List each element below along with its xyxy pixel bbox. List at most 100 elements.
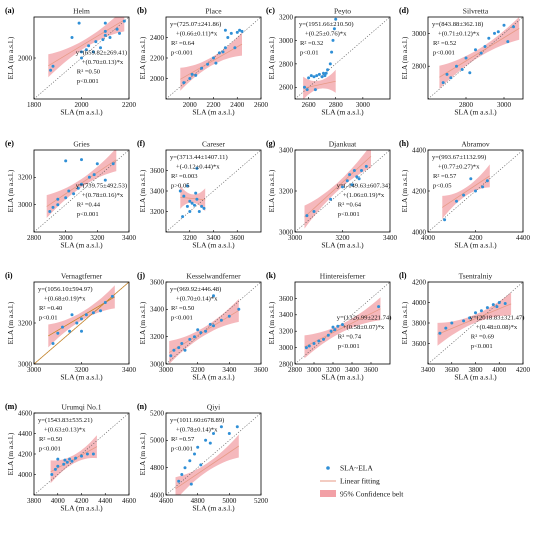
x-tick-label: 3200	[90, 234, 105, 242]
data-point	[178, 189, 182, 193]
y-tick-label: 4800	[150, 464, 165, 472]
data-point	[49, 68, 53, 72]
fit-annotation-line: p<0.05	[433, 183, 452, 190]
data-point	[455, 64, 458, 68]
x-tick-label: 2400	[230, 101, 245, 109]
x-axis-label: SLA (m a.s.l.)	[321, 373, 364, 382]
data-point	[182, 81, 186, 85]
data-point	[101, 38, 105, 42]
x-tick-label: 5000	[222, 497, 237, 505]
x-axis-label: SLA (m a.s.l.)	[454, 373, 497, 382]
x-tick-label: 3600	[445, 366, 460, 374]
data-point	[103, 178, 107, 182]
identity-line	[428, 17, 523, 99]
legend-band-swatch	[320, 490, 336, 497]
fit-annotation-line: +(1.06±0.19)*x	[343, 192, 385, 199]
data-point	[328, 62, 332, 66]
fit-annotation-line: +(0.70±0.13)*x	[82, 59, 124, 66]
x-axis-label: SLA (m a.s.l.)	[321, 241, 364, 250]
data-point	[197, 210, 201, 213]
data-point	[334, 17, 338, 21]
data-point	[208, 322, 212, 326]
data-point	[103, 301, 107, 304]
fit-annotation-line: y=(739.75±492.53)	[76, 183, 127, 190]
y-tick-label: 3200	[150, 208, 165, 216]
x-tick-label: 3400	[122, 234, 137, 242]
x-tick-label: 3600	[364, 366, 379, 374]
data-point	[199, 463, 203, 467]
data-point	[177, 346, 181, 350]
y-tick-label: 3200	[150, 333, 165, 341]
y-tick-label: 5000	[150, 437, 165, 445]
data-point	[493, 31, 496, 35]
fit-annotation-line: y=(1543.83±535.21)	[38, 417, 93, 424]
fit-line	[168, 310, 240, 353]
data-point	[229, 31, 233, 35]
data-point	[80, 454, 83, 458]
panel-7: 3000 3200 3400 3000 3200 3400 SLA (m a.s.l.) EL…	[266, 139, 398, 250]
data-point	[80, 182, 83, 186]
fit-annotation-line: R² =0.64	[171, 40, 195, 47]
fit-annotation-line: p<0.001	[77, 211, 99, 218]
data-point	[182, 194, 186, 198]
y-tick-label: 4600	[150, 491, 165, 499]
data-point	[188, 337, 192, 341]
fit-annotation-line: p<0.001	[471, 343, 493, 350]
data-point	[449, 76, 453, 80]
identity-line	[166, 282, 261, 364]
x-tick-label: 2800	[329, 101, 344, 109]
panel-title: Gries	[73, 140, 89, 149]
data-point	[68, 457, 72, 461]
data-point	[204, 329, 208, 333]
data-point	[503, 302, 507, 305]
y-tick-label: 2800	[279, 360, 294, 368]
panel-8: 4000 4200 4400 4000 4200 4400 SLA (m a.s.l.) EL…	[399, 139, 531, 250]
data-point	[95, 162, 99, 166]
x-tick-label: 3600	[230, 234, 245, 242]
data-point	[56, 331, 60, 335]
plot-frame	[165, 412, 262, 496]
x-tick-label: 3000	[356, 101, 371, 109]
y-tick-label: 3800	[412, 319, 427, 327]
fit-annotation-line: R² =0.44	[77, 202, 101, 209]
fit-annotation-line: +(0.78±0.16)*x	[82, 192, 124, 199]
data-point	[56, 457, 60, 461]
data-point	[329, 329, 333, 333]
data-point	[62, 462, 66, 466]
data-point	[217, 51, 221, 55]
x-tick-label: 2600	[302, 101, 317, 109]
data-point	[169, 354, 173, 358]
data-point	[479, 309, 483, 313]
data-point	[341, 323, 344, 327]
fit-annotation-line: R² =0.57	[171, 436, 195, 443]
data-point	[497, 301, 501, 304]
x-tick-label: 5200	[254, 497, 269, 505]
fit-annotation-line: R² =0.69	[471, 334, 495, 341]
x-tick-label: 4600	[122, 497, 137, 505]
data-point	[227, 314, 231, 318]
panel-title: Silvretta	[463, 7, 489, 16]
fit-annotation-line: p<0.001	[171, 446, 193, 453]
y-tick-label: 5200	[150, 409, 165, 417]
fit-annotation-line: R² =0.52	[433, 40, 456, 47]
y-tick-label: 3000	[18, 360, 33, 368]
identity-line	[166, 413, 261, 495]
fit-annotation-line: +(0.77±0.27)*x	[438, 164, 480, 171]
data-point	[80, 50, 83, 54]
data-point	[464, 56, 468, 60]
x-tick-label: 4000	[421, 234, 436, 242]
data-point	[188, 199, 192, 203]
data-point	[76, 186, 80, 190]
data-point	[172, 348, 176, 352]
panel-letter: (l)	[399, 271, 407, 280]
data-point	[237, 307, 241, 311]
panel-11: 2800 3000 3200 3400 3600 2800 3000 3200 3400 3600…	[266, 271, 391, 382]
data-point	[441, 81, 445, 85]
x-tick-label: 3000	[307, 366, 322, 374]
data-point	[180, 342, 184, 345]
fit-annotation-line: R² =0.57	[433, 173, 457, 180]
x-axis-label: SLA (m a.s.l.)	[321, 108, 364, 117]
panel-10: 3000 3200 3400 3600 3000 3200 3400 3600 SLA (m a…	[137, 271, 269, 382]
